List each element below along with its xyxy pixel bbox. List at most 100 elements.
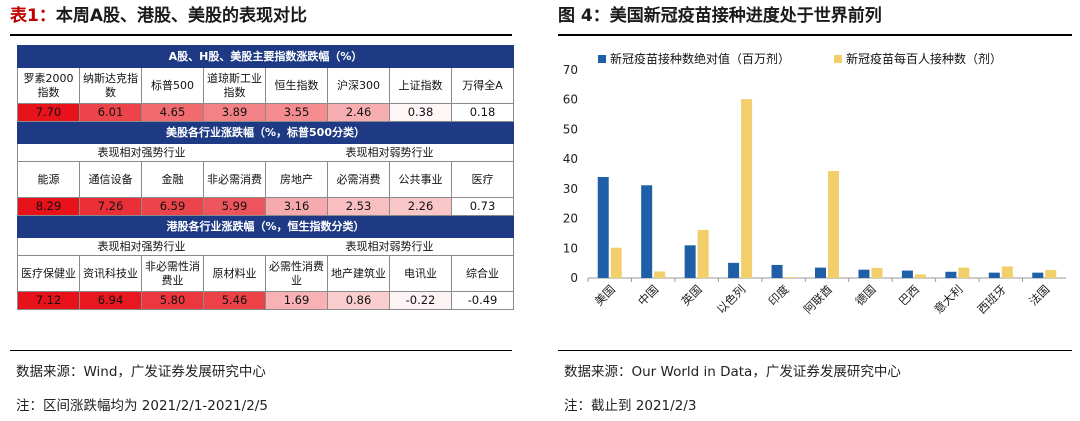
s2-value-cell: 5.99: [203, 197, 266, 216]
s1-value-cell: 4.65: [141, 103, 204, 122]
chart-x-labels: 美国 中国 英国 以色列 印度 阿联酋 德国 巴西 意大利 西班牙 法国: [592, 282, 1053, 317]
s2-value-cell: 7.26: [79, 197, 142, 216]
bar-doses-absolute: [728, 262, 740, 278]
s2-label-cell: 房地产: [265, 161, 328, 198]
s2-label-cell: 能源: [17, 161, 80, 198]
bottom-rule: [10, 350, 512, 351]
title-rule: [558, 34, 1072, 36]
s1-label-cell: 标普500: [141, 67, 204, 104]
chart-title-prefix: 图 4：: [558, 6, 610, 26]
s1-label-cell: 纳斯达克指数: [79, 67, 142, 104]
x-category-label: 德国: [852, 282, 878, 308]
chart-bars: [597, 99, 1057, 278]
us-strong-header: 表现相对强势行业: [17, 143, 266, 162]
left-panel: 表1：本周A股、港股、美股的表现对比 A股、H股、美股主要指数涨跌幅（%） 罗素…: [0, 0, 520, 421]
bar-doses-per-hundred: [1001, 266, 1013, 278]
s2-label-cell: 金融: [141, 161, 204, 198]
s3-label-cell: 医疗保健业: [17, 255, 80, 292]
s1-value-cell: 6.01: [79, 103, 142, 122]
legend-label-1: 新冠疫苗接种数绝对值（百万剂）: [610, 51, 790, 66]
bar-doses-absolute: [901, 270, 913, 278]
s3-label-cell: 综合业: [451, 255, 514, 292]
x-category-label: 意大利: [931, 282, 965, 316]
title-rule: [10, 34, 512, 36]
bar-doses-absolute: [945, 271, 957, 278]
y-tick-label: 60: [563, 93, 578, 107]
s1-value-cell: 0.18: [451, 103, 514, 122]
chart-source: 数据来源：Our World in Data，广发证券发展研究中心: [564, 364, 901, 380]
bar-doses-absolute: [988, 272, 1000, 278]
bar-doses-per-hundred: [697, 229, 709, 278]
bottom-rule: [558, 350, 1072, 351]
s1-value-cell: 2.46: [327, 103, 390, 122]
s3-value-cell: 6.94: [79, 291, 142, 310]
table-title: 表1：本周A股、港股、美股的表现对比: [10, 0, 307, 34]
s3-label-cell: 电讯业: [389, 255, 452, 292]
table-title-prefix: 表1：: [10, 6, 56, 26]
bar-doses-absolute: [858, 269, 870, 278]
x-category-label: 西班牙: [975, 282, 1009, 316]
hk-sector-value-row: 7.12 6.94 5.80 5.46 1.69 0.86 -0.22 -0.49: [17, 291, 514, 310]
legend-swatch-2: [834, 55, 842, 63]
bar-doses-per-hundred: [828, 171, 839, 278]
x-category-label: 美国: [592, 282, 618, 308]
s3-value-cell: 1.69: [265, 291, 328, 310]
bar-doses-absolute: [597, 176, 609, 278]
s2-value-cell: 6.59: [141, 197, 204, 216]
s1-value-cell: 3.89: [203, 103, 266, 122]
y-tick-label: 70: [563, 63, 578, 77]
us-sector-value-row: 8.29 7.26 6.59 5.99 3.16 2.53 2.26 0.73: [17, 197, 514, 216]
y-tick-label: 50: [563, 122, 578, 136]
table-note: 注：区间涨跌幅均为 2021/2/1-2021/2/5: [16, 398, 268, 414]
legend-label-2: 新冠疫苗每百人接种数（剂）: [846, 51, 1002, 66]
s2-label-cell: 通信设备: [79, 161, 142, 198]
s3-value-cell: 7.12: [17, 291, 80, 310]
s3-value-cell: -0.22: [389, 291, 452, 310]
bar-doses-absolute: [771, 264, 783, 278]
hk-sector-label-row: 医疗保健业 资讯科技业 非必需性消费业 原材料业 必需性消费业 地产建筑业 电讯业 综合业: [17, 255, 514, 292]
x-category-label: 中国: [635, 282, 661, 308]
bar-doses-absolute: [815, 267, 826, 278]
right-panel: 图 4：美国新冠疫苗接种进度处于世界前列 新冠疫苗接种数绝对值（百万剂） 新冠疫苗…: [548, 0, 1080, 421]
s2-label-cell: 必需消费: [327, 161, 390, 198]
s2-label-cell: 非必需消费: [203, 161, 266, 198]
bar-doses-per-hundred: [871, 267, 883, 278]
s2-value-cell: 2.26: [389, 197, 452, 216]
s3-value-cell: -0.49: [451, 291, 514, 310]
legend-swatch-1: [598, 55, 606, 63]
s1-value-cell: 3.55: [265, 103, 328, 122]
s3-value-cell: 5.46: [203, 291, 266, 310]
index-label-row: 罗素2000指数 纳斯达克指数 标普500 道琼斯工业指数 恒生指数 沪深300 上证指数万…: [17, 67, 514, 104]
chart-axes: 0 10 20 30 40 50 60 70: [563, 63, 1066, 285]
s3-label-cell: 原材料业: [203, 255, 266, 292]
y-tick-label: 10: [563, 241, 578, 255]
bar-doses-absolute: [1032, 272, 1044, 278]
vaccination-bar-chart: 新冠疫苗接种数绝对值（百万剂） 新冠疫苗每百人接种数（剂） 0 10 20 30 40 50…: [563, 51, 1066, 317]
s1-value-cell: 0.38: [389, 103, 452, 122]
section-index-header: A股、H股、美股主要指数涨跌幅（%）: [17, 45, 514, 68]
bar-doses-per-hundred: [784, 277, 796, 278]
index-value-row: 7.70 6.01 4.65 3.89 3.55 2.46 0.38 0.18: [17, 103, 514, 122]
x-category-label: 以色列: [714, 282, 748, 316]
s2-label-cell: 医疗: [451, 161, 514, 198]
s1-label-cell: 罗素2000指数: [17, 67, 80, 104]
s2-value-cell: 8.29: [17, 197, 80, 216]
s1-value-cell: 7.70: [17, 103, 80, 122]
table-title-text: 本周A股、港股、美股的表现对比: [55, 6, 307, 26]
us-sector-label-row: 能源 通信设备 金融 非必需消费 房地产 必需消费 公共事业 医疗: [17, 161, 514, 198]
bar-doses-absolute: [684, 245, 696, 278]
hk-strong-header: 表现相对强势行业: [17, 237, 266, 256]
s1-label-cell: 沪深300: [327, 67, 390, 104]
s3-value-cell: 5.80: [141, 291, 204, 310]
section-us-sector-header: 美股各行业涨跌幅（%，标普500分类）: [17, 121, 514, 144]
x-category-label: 法国: [1026, 282, 1052, 308]
s2-value-cell: 3.16: [265, 197, 328, 216]
s2-label-cell: 公共事业: [389, 161, 452, 198]
chart-title-text: 美国新冠疫苗接种进度处于世界前列: [609, 6, 882, 26]
bar-doses-per-hundred: [654, 271, 666, 278]
bar-doses-absolute: [641, 185, 653, 278]
y-tick-label: 0: [570, 271, 578, 285]
comparison-table: A股、H股、美股主要指数涨跌幅（%） 罗素2000指数 纳斯达克指数 标普500 道琼…: [17, 45, 514, 310]
y-tick-label: 40: [563, 152, 578, 166]
hk-weak-header: 表现相对弱势行业: [265, 237, 514, 256]
